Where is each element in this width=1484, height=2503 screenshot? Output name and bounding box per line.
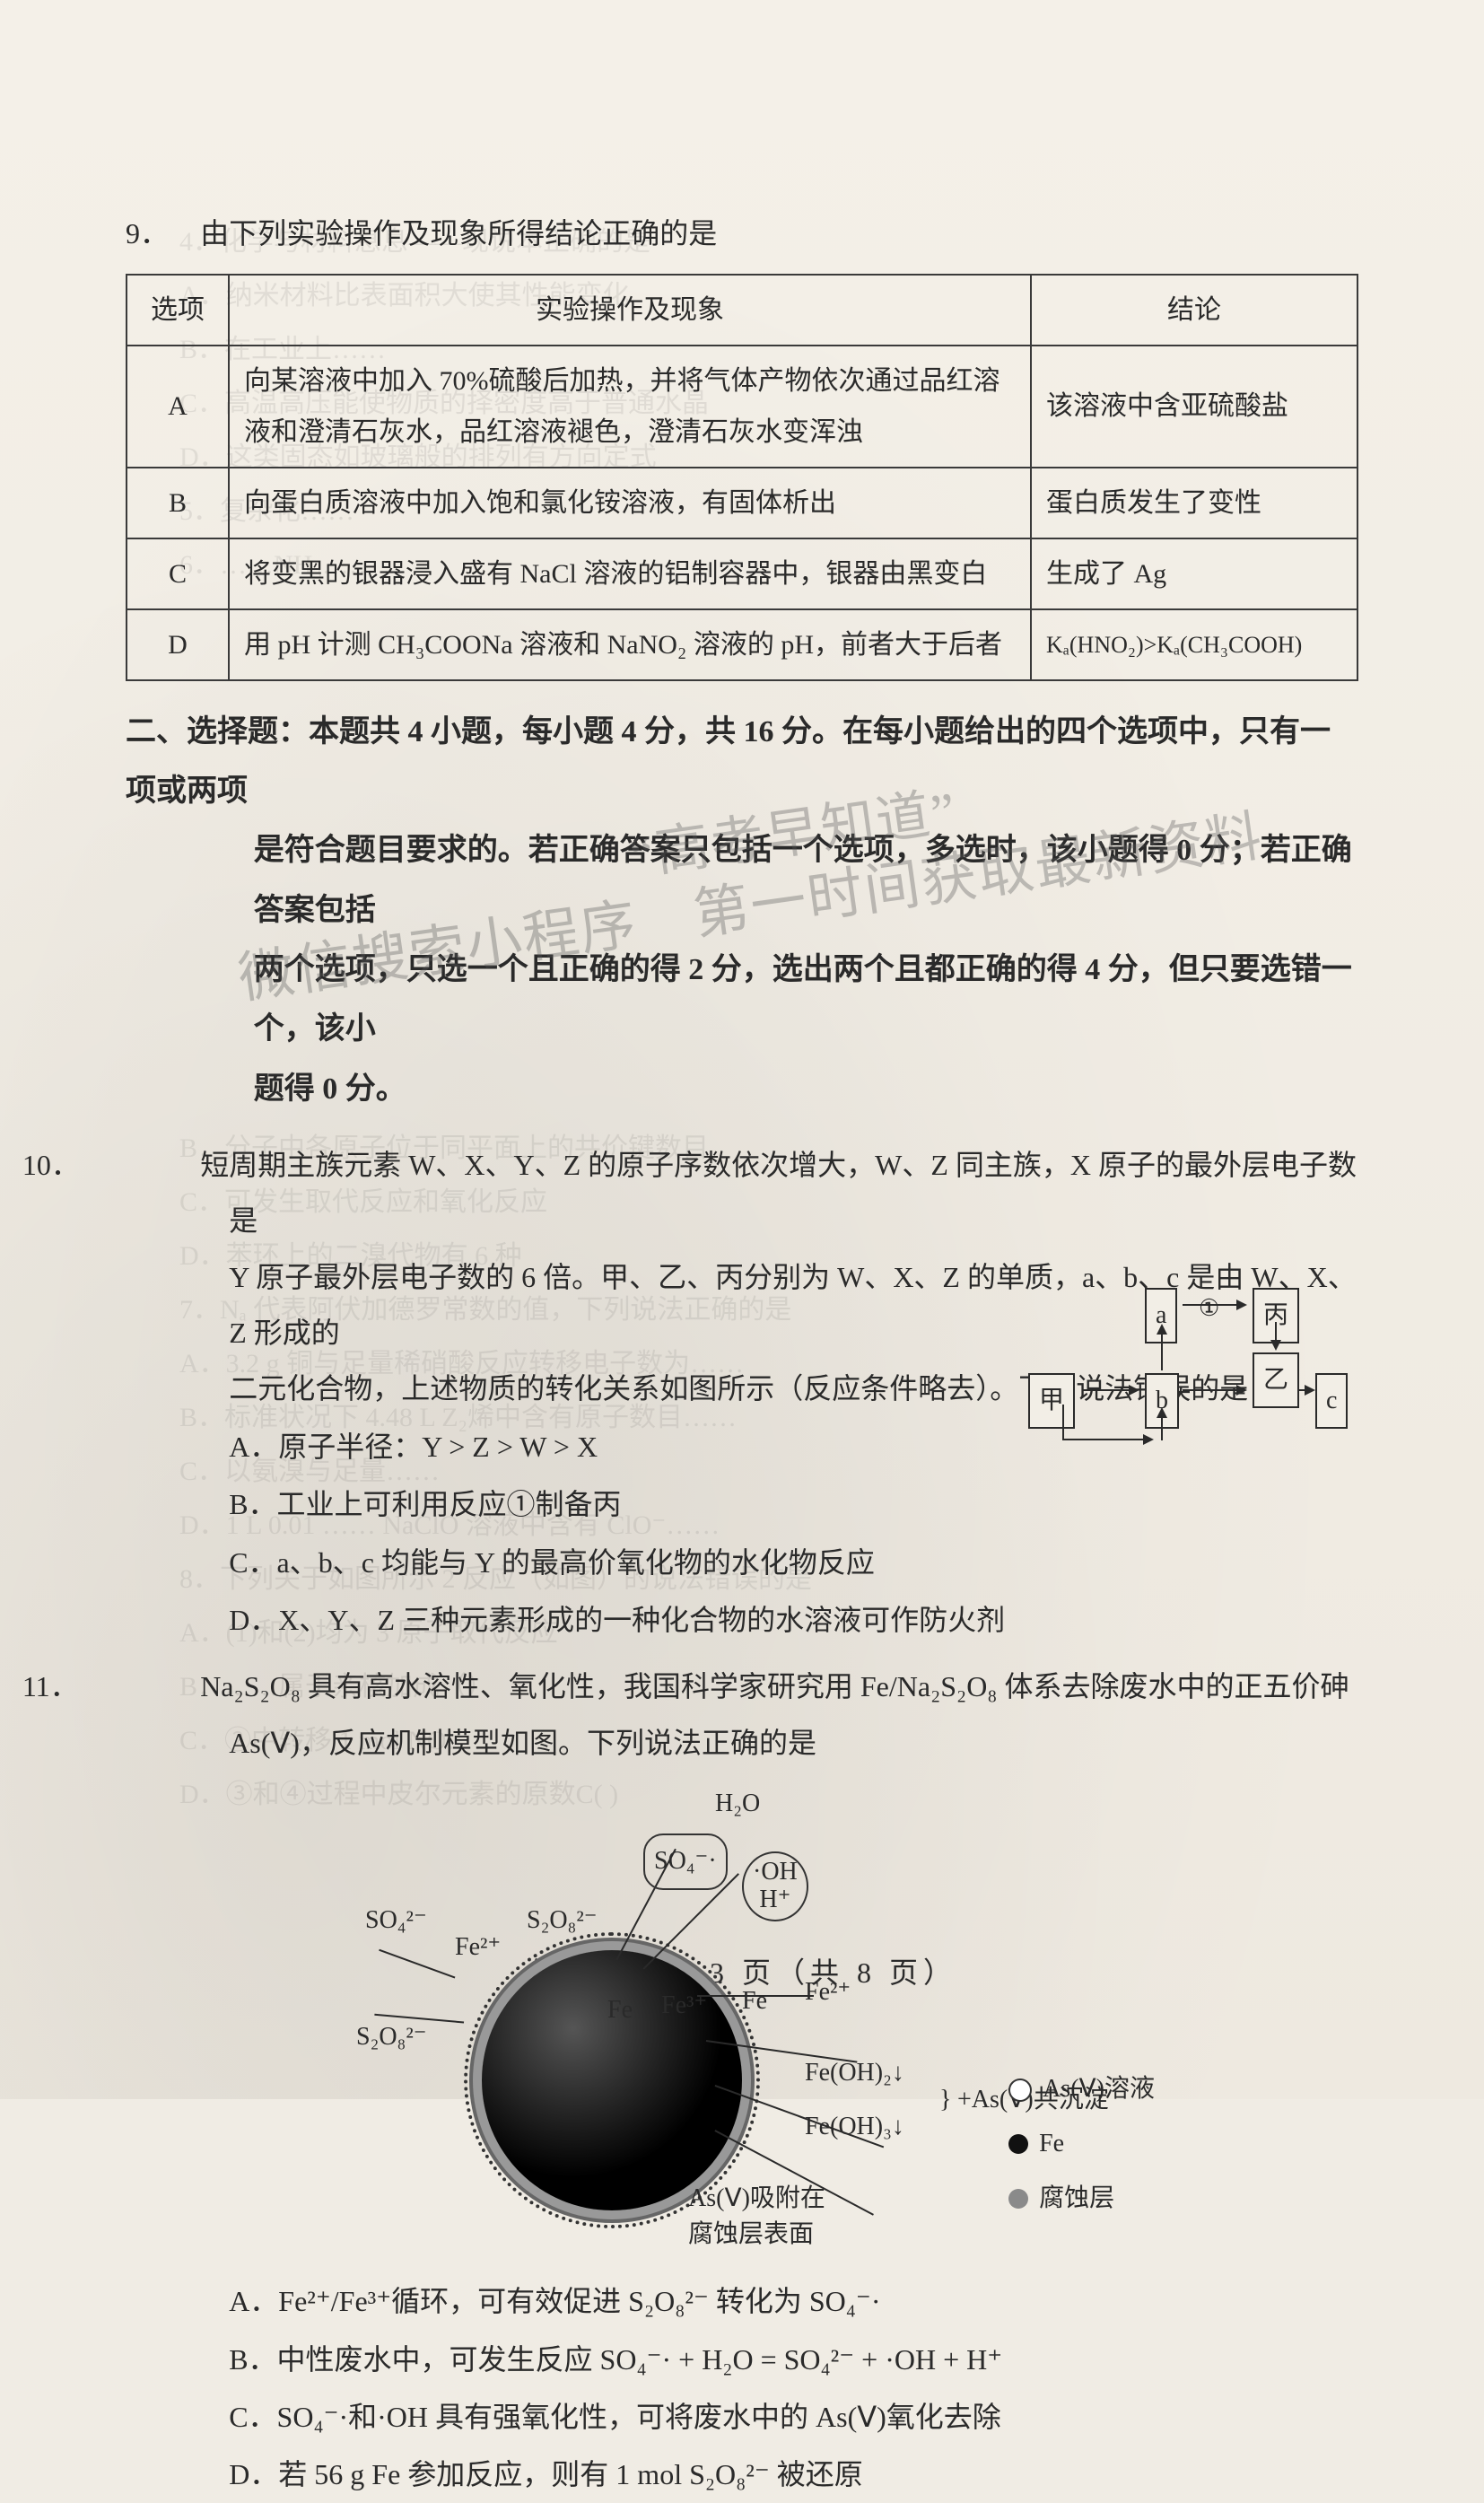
q9-row-opt: C [127, 538, 229, 609]
q10-stem1: 短周期主族元素 W、X、Y、Z 的原子序数依次增大，W、Z 同主族，X 原子的最… [200, 1149, 1357, 1237]
q9-number: 9． [126, 206, 200, 261]
legend-swatch-a [1008, 2079, 1032, 2102]
lbl-fe3: Fe³⁺ [661, 1982, 707, 2031]
q11-opt-a: A．Fe²⁺/Fe³⁺循环，可有效促进 S₂O₈²⁻ 转化为 SO₄⁻· [229, 2273, 1358, 2329]
lbl-feoh2: Fe(OH)₂↓ [805, 2049, 904, 2098]
q11-number: 11． [126, 1658, 200, 1714]
q9-row-opt: A [127, 346, 229, 468]
q9-row-op: 向某溶液中加入 70%硫酸后加热，并将气体产物依次通过品红溶液和澄清石灰水，品红… [229, 346, 1031, 468]
lbl-feoh3: Fe(OH)₃↓ [805, 2103, 904, 2152]
q11-opt-c: C．SO₄⁻·和·OH 具有强氧化性，可将废水中的 As(Ⅴ)氧化去除 [229, 2389, 1358, 2445]
q9-row-concl: 蛋白质发生了变性 [1031, 468, 1357, 538]
q9-row-opt: B [127, 468, 229, 538]
q9-stem: 由下列实验操作及现象所得结论正确的是 [200, 217, 717, 249]
node-c: c [1315, 1373, 1348, 1430]
section2-heading: 二、选择题：本题共 4 小题，每小题 4 分，共 16 分。在每小题给出的四个选… [126, 703, 1358, 1119]
q9-row-op: 将变黑的银器浸入盛有 NaCl 溶液的铝制容器中，银器由黑变白 [229, 538, 1031, 609]
node-yi: 乙 [1253, 1352, 1299, 1409]
lbl-adsorb2: 腐蚀层表面 [688, 2210, 814, 2260]
lbl-s2o8b: S₂O₈²⁻ [356, 2013, 427, 2062]
q10-opt-c: C．a、b、c 均能与 Y 的最高价氧化物的水化物反应 [229, 1535, 1358, 1590]
lbl-fe2r: Fe²⁺ [805, 1968, 851, 2017]
legend-b: Fe [1039, 2120, 1064, 2169]
q9-row-opt: D [127, 609, 229, 680]
lbl-hplus: H⁺ [759, 1886, 790, 1913]
q9-row-concl: 该溶液中含亚硫酸盐 [1031, 346, 1357, 468]
q11-stem1: Na₂S₂O₈ 具有高水溶性、氧化性，我国科学家研究用 Fe/Na₂S₂O₈ 体… [200, 1670, 1349, 1702]
circ1: ① [1199, 1286, 1219, 1332]
legend-swatch-c [1008, 2189, 1028, 2209]
q11-opt-b: B．中性废水中，可发生反应 SO₄⁻· + H₂O = SO₄²⁻ + ·OH … [229, 2332, 1358, 2387]
q11-figure: H₂O SO₄⁻· ·OH H⁺ SO₄²⁻ Fe²⁺ S₂O₈²⁻ S₂O₈²… [329, 1780, 1155, 2264]
lbl-fe-r: Fe [742, 1977, 767, 2026]
q10-diagram: a 丙 甲 b 乙 c ① [1028, 1288, 1351, 1467]
q9-row-op: 用 pH 计测 CH₃COONa 溶液和 NaNO₂ 溶液的 pH，前者大于后者 [229, 609, 1031, 680]
lbl-h2o: H₂O [715, 1780, 760, 1829]
q11-legend: As(Ⅴ)溶液 Fe 腐蚀层 [1008, 2060, 1155, 2228]
q10-number: 10． [126, 1137, 200, 1193]
q9-th-op: 实验操作及现象 [229, 275, 1031, 346]
lbl-so42: SO₄²⁻ [365, 1896, 427, 1946]
lbl-fe: Fe [607, 1986, 633, 2035]
q11-stem2: As(Ⅴ)，反应机制模型如图。下列说法正确的是 [126, 1715, 1358, 1771]
q10-opt-d: D．X、Y、Z 三种元素形成的一种化合物的水溶液可作防火剂 [229, 1592, 1358, 1648]
lbl-s2o8a: S₂O₈²⁻ [527, 1896, 598, 1946]
legend-swatch-b [1008, 2134, 1028, 2154]
node-jia: 甲 [1028, 1373, 1075, 1430]
q10-opt-b: B．工业上可利用反应①制备丙 [229, 1476, 1358, 1532]
q9-th-opt: 选项 [127, 275, 229, 346]
legend-c: 腐蚀层 [1039, 2175, 1114, 2224]
section2-line: 两个选项，只选一个且正确的得 2 分，选出两个且都正确的得 4 分，但只要选错一… [126, 941, 1358, 1060]
q9-row-concl: Kₐ(HNO₂)>Kₐ(CH₃COOH) [1031, 609, 1357, 680]
q9-th-concl: 结论 [1031, 275, 1357, 346]
section2-head: 二、选择题：本题共 4 小题，每小题 4 分，共 16 分。在每小题给出的四个选… [126, 715, 1331, 808]
q9-row-op: 向蛋白质溶液中加入饱和氯化铵溶液，有固体析出 [229, 468, 1031, 538]
lbl-so4rad: SO₄⁻· [643, 1833, 728, 1890]
lbl-fe2: Fe²⁺ [455, 1923, 501, 1973]
section2-line: 是符合题目要求的。若正确答案只包括一个选项，多选时，该小题得 0 分；若正确答案… [126, 821, 1358, 941]
q11-opt-d: D．若 56 g Fe 参加反应，则有 1 mol S₂O₈²⁻ 被还原 [229, 2446, 1358, 2502]
section2-line: 题得 0 分。 [126, 1060, 1358, 1119]
lbl-oh: ·OH [753, 1858, 798, 1886]
legend-a: As(Ⅴ)溶液 [1043, 2065, 1155, 2114]
q9-table: 选项 实验操作及现象 结论 A 向某溶液中加入 70%硫酸后加热，并将气体产物依… [126, 274, 1358, 681]
q9-row-concl: 生成了 Ag [1031, 538, 1357, 609]
